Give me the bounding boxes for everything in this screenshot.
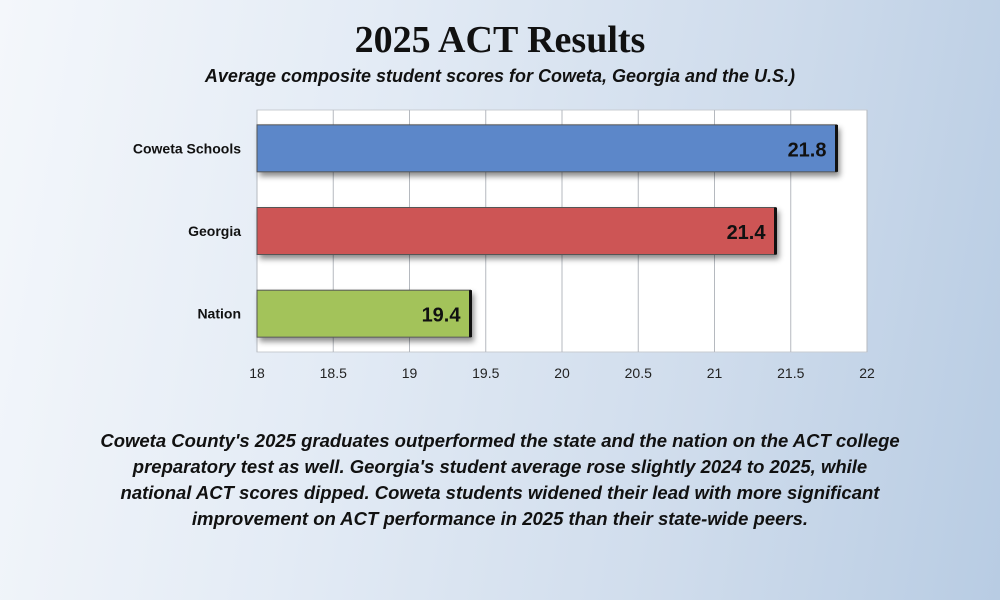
- caption: Coweta County's 2025 graduates outperfor…: [100, 430, 900, 529]
- category-label: Coweta Schools: [133, 140, 241, 156]
- x-tick-label: 19: [402, 365, 418, 381]
- bar-coweta-schools: [256, 124, 837, 173]
- x-tick-label: 21: [707, 365, 723, 381]
- x-tick-label: 20: [554, 365, 570, 381]
- data-label: 21.8: [788, 139, 827, 161]
- x-tick-label: 21.5: [777, 365, 804, 381]
- chart-subtitle: Average composite student scores for Cow…: [204, 66, 796, 86]
- data-label: 21.4: [727, 222, 767, 244]
- x-tick-label: 18: [249, 365, 265, 381]
- category-label: Georgia: [188, 223, 241, 239]
- x-tick-label: 18.5: [320, 365, 347, 381]
- x-tick-label: 20.5: [625, 365, 652, 381]
- data-label: 19.4: [422, 305, 462, 327]
- bar-georgia: [256, 207, 776, 255]
- x-tick-label: 19.5: [472, 365, 499, 381]
- x-tick-label: 22: [859, 365, 875, 381]
- bar-chart: 18 18.5 19 19.5 20 20.5 21 21.5 22 Coweta Schools…: [133, 109, 875, 381]
- bar-nation: [256, 289, 471, 338]
- category-label: Nation: [197, 306, 241, 322]
- chart-title: 2025 ACT Results: [354, 19, 646, 61]
